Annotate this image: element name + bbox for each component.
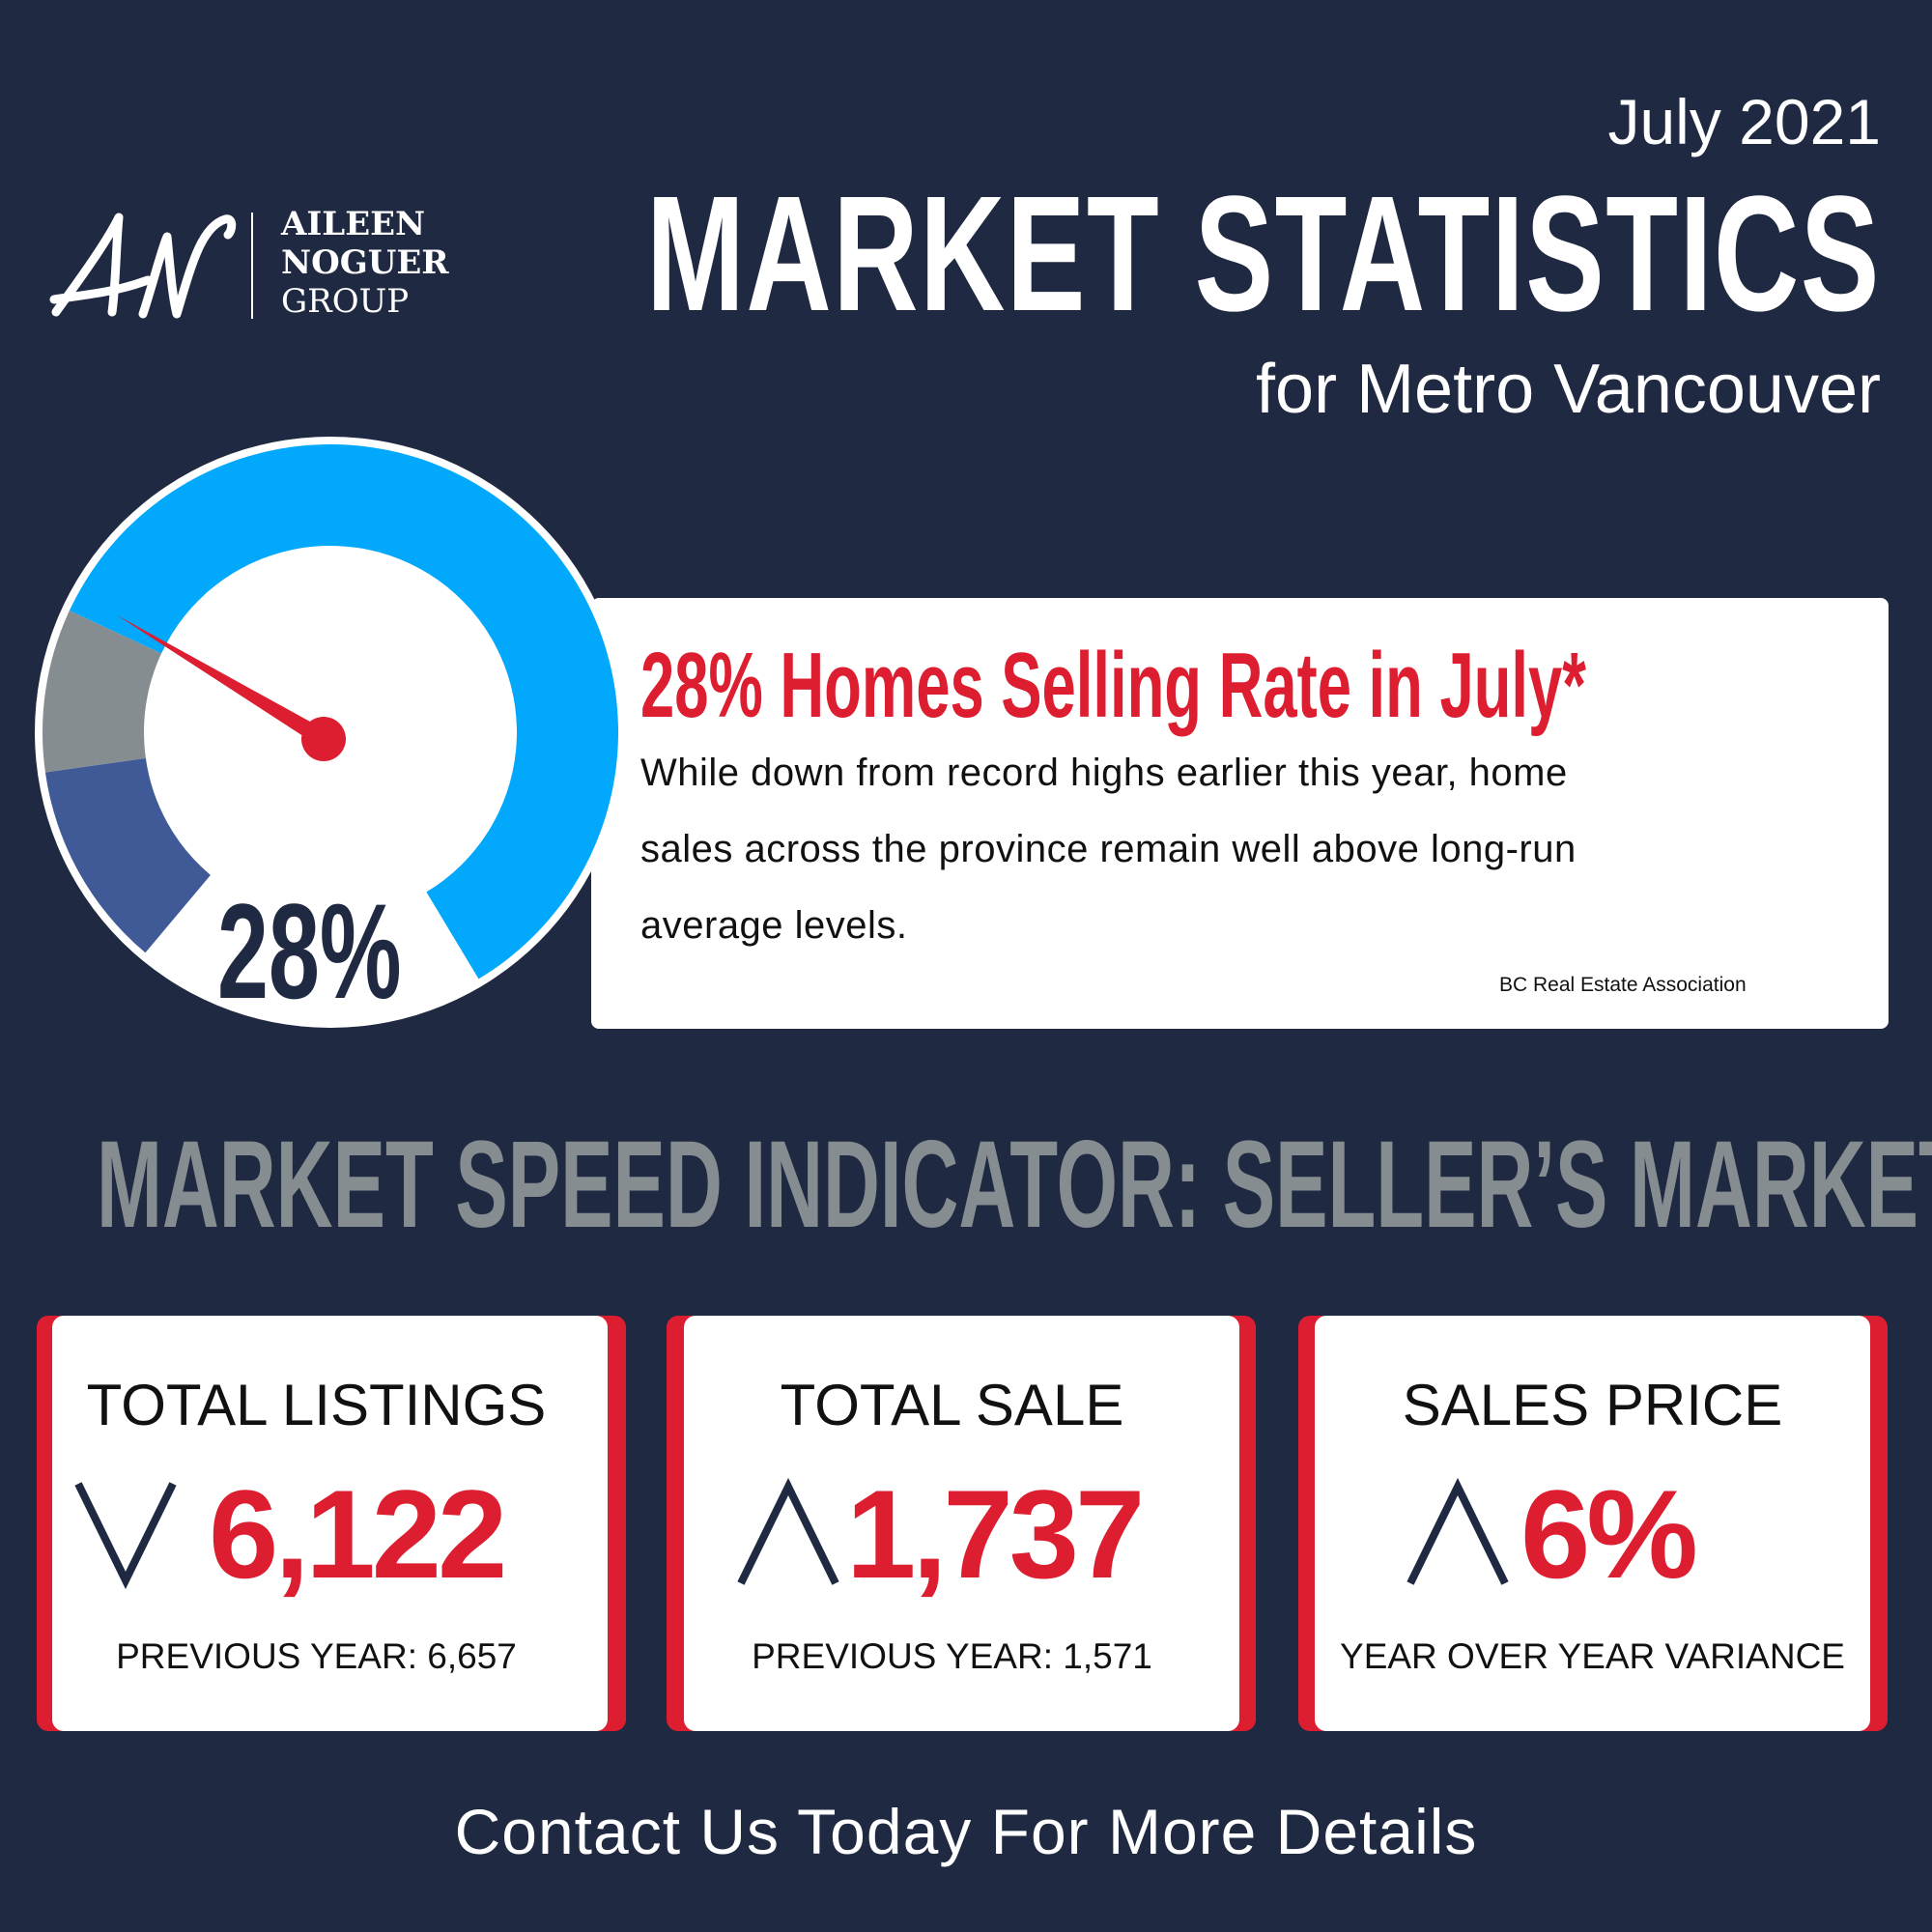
gauge-value-label: 28% xyxy=(217,875,402,1027)
chevron-up-icon xyxy=(737,1478,839,1585)
report-date: July 2021 xyxy=(1607,86,1881,157)
stat-title-listings: TOTAL LISTINGS xyxy=(86,1373,547,1437)
stat-title-price: SALES PRICE xyxy=(1402,1373,1783,1437)
gauge-segment-high xyxy=(69,444,618,980)
highlight-card xyxy=(591,598,1889,1029)
gauge-needle xyxy=(116,614,328,747)
stat-sub-sales: PREVIOUS YEAR: 1,571 xyxy=(752,1636,1152,1676)
stat-sub-listings: PREVIOUS YEAR: 6,657 xyxy=(116,1636,517,1676)
chevron-down-icon xyxy=(74,1482,177,1589)
highlight-body-line-1: While down from record highs earlier thi… xyxy=(640,752,1568,794)
logo-monogram xyxy=(49,213,237,319)
stat-card-listings xyxy=(52,1316,608,1731)
logo-wordmark: AILEEN NOGUER GROUP xyxy=(281,205,449,321)
gauge-segment-mid xyxy=(42,611,162,773)
logo-divider xyxy=(251,213,253,319)
stat-card-sales xyxy=(684,1316,1239,1731)
stat-sub-price: YEAR OVER YEAR VARIANCE xyxy=(1340,1636,1845,1676)
contact-cta[interactable]: Contact Us Today For More Details xyxy=(454,1796,1478,1867)
logo-line-1: AILEEN xyxy=(281,205,426,243)
page-subtitle: for Metro Vancouver xyxy=(1256,351,1881,428)
highlight-headline: 28% Homes Selling Rate in July* xyxy=(640,634,1586,737)
speed-gauge xyxy=(35,437,626,1028)
stat-card-price xyxy=(1315,1316,1870,1731)
logo-line-3: GROUP xyxy=(281,282,410,321)
gauge-segment-low xyxy=(44,757,211,953)
page-title-wrap: MARKET STATISTICS xyxy=(646,172,1881,336)
gauge-needle-pivot xyxy=(301,717,346,761)
stat-value-sales: 1,737 xyxy=(846,1463,1145,1605)
highlight-body-line-2: sales across the province remain well ab… xyxy=(640,828,1577,870)
logo-line-2: NOGUER xyxy=(281,243,449,282)
source-credit: BC Real Estate Association xyxy=(1499,974,1747,996)
market-speed-indicator: MARKET SPEED INDICATOR: SELLER’S MARKET xyxy=(97,1116,1932,1254)
page-title: MARKET STATISTICS xyxy=(646,162,1881,346)
stat-title-sales: TOTAL SALE xyxy=(780,1373,1124,1437)
stat-value-price: 6% xyxy=(1520,1463,1698,1605)
highlight-body-line-3: average levels. xyxy=(640,904,908,947)
chevron-up-icon xyxy=(1406,1478,1509,1585)
stat-value-listings: 6,122 xyxy=(209,1463,507,1605)
